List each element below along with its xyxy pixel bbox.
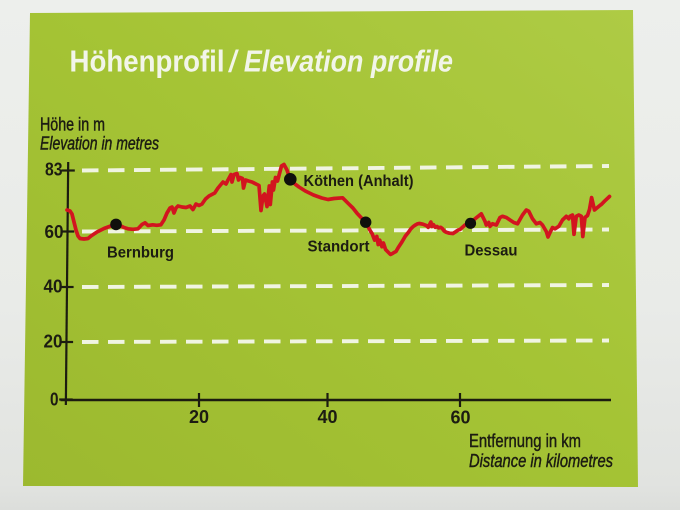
svg-text:Köthen (Anhalt): Köthen (Anhalt) <box>304 173 414 190</box>
svg-text:Höhenprofil/ Elevation profile: Höhenprofil/ Elevation profile <box>70 44 454 79</box>
svg-text:40: 40 <box>44 277 63 297</box>
svg-text:Dessau: Dessau <box>465 243 518 260</box>
svg-text:20: 20 <box>189 407 209 427</box>
svg-text:60: 60 <box>45 222 64 242</box>
svg-text:Standort: Standort <box>308 239 371 256</box>
svg-text:83: 83 <box>45 160 63 180</box>
svg-text:60: 60 <box>450 408 470 428</box>
svg-text:Höhe in m: Höhe in m <box>40 115 105 135</box>
svg-text:Elevation in metres: Elevation in metres <box>40 134 159 154</box>
svg-text:40: 40 <box>317 407 337 427</box>
svg-text:20: 20 <box>44 332 63 352</box>
svg-text:Distance in kilometres: Distance in kilometres <box>469 451 613 471</box>
svg-text:Bernburg: Bernburg <box>107 245 174 262</box>
svg-text:Entfernung in km: Entfernung in km <box>469 431 581 451</box>
svg-text:0: 0 <box>50 390 59 410</box>
